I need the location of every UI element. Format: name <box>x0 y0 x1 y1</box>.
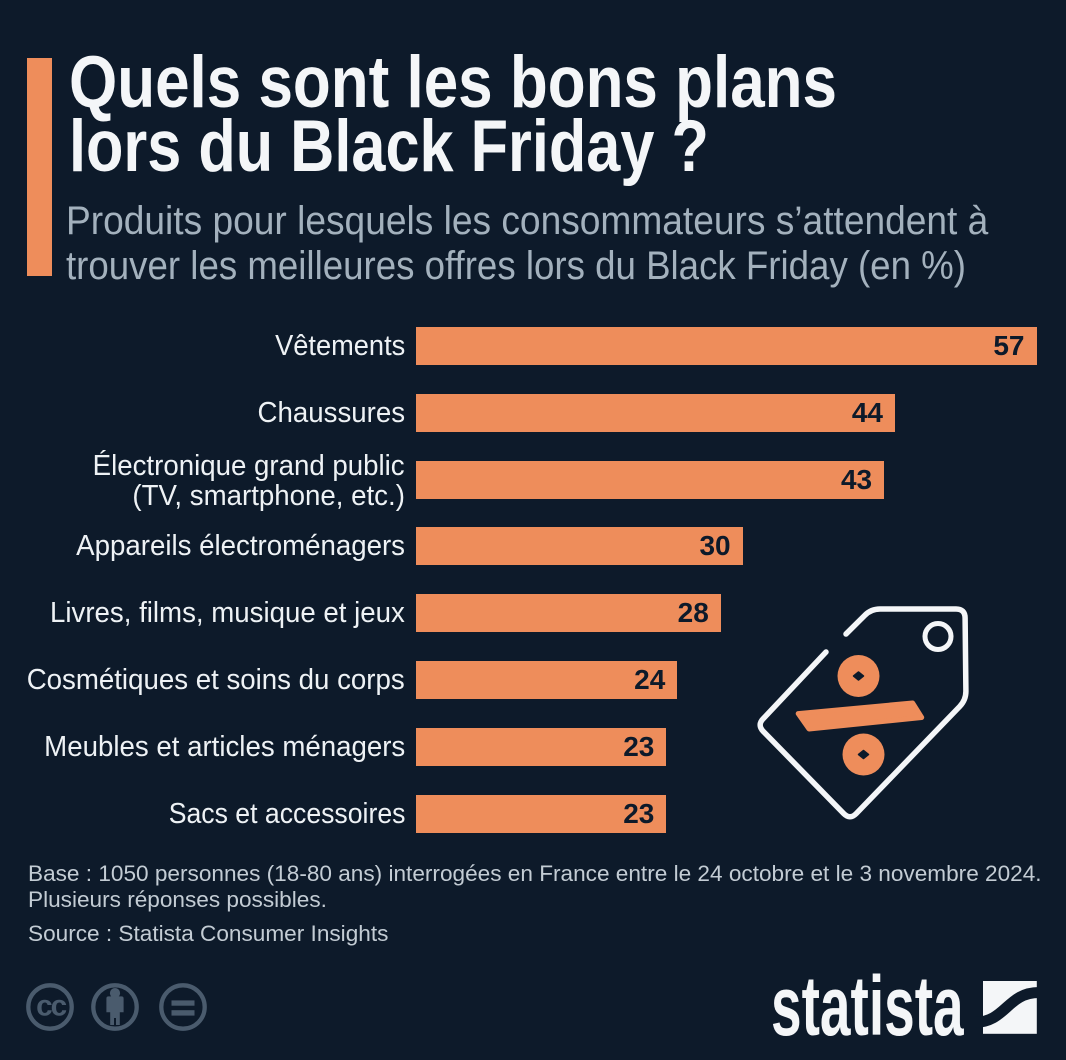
svg-text:cc: cc <box>36 990 67 1023</box>
